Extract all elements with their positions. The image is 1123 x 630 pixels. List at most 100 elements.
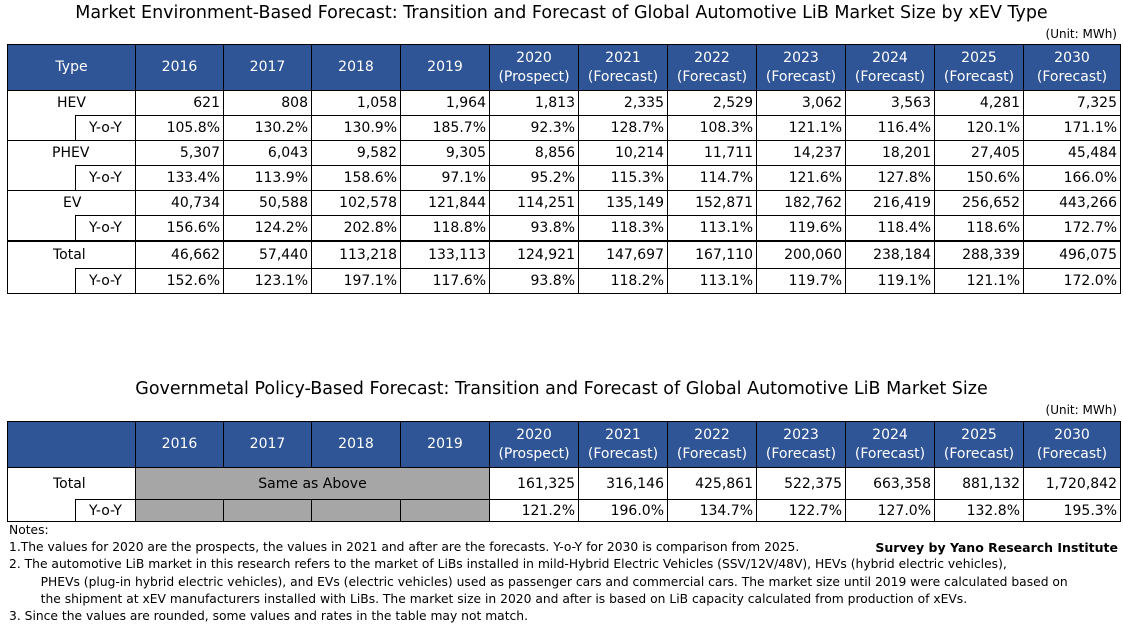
value-cell: 11,711 <box>667 140 757 166</box>
gray-cell <box>223 499 312 522</box>
year-label: 2016 <box>161 59 198 75</box>
year-header: 2016 <box>135 44 224 91</box>
yoy-cell: 195.3% <box>1023 499 1121 522</box>
year-label: 2017 <box>249 59 286 75</box>
yoy-label: Y-o-Y <box>75 215 136 241</box>
yoy-cell: 105.8% <box>135 115 224 141</box>
yoy-cell: 124.2% <box>223 215 312 241</box>
value-cell: 152,871 <box>667 190 757 216</box>
year-header: 2023 (Forecast) <box>756 421 846 468</box>
value-cell: 14,237 <box>756 140 846 166</box>
year-header: 2024 (Forecast) <box>845 421 935 468</box>
table-row: Y-o-Y 121.2% 196.0% 134.7% 122.7% 127.0% 132.8… <box>7 499 1121 522</box>
yoy-cell: 166.0% <box>1023 165 1121 191</box>
value-cell: 5,307 <box>135 140 224 166</box>
yoy-cell: 117.6% <box>400 268 490 294</box>
value-cell: 133,113 <box>400 239 490 269</box>
yoy-cell: 119.6% <box>756 215 846 241</box>
year-label: 2022 <box>694 426 730 443</box>
value-cell: 256,652 <box>934 190 1024 216</box>
row-label-spacer <box>7 165 76 191</box>
year-note: (Prospect) <box>498 445 570 462</box>
yoy-cell: 121.2% <box>489 499 579 522</box>
yoy-cell: 93.8% <box>489 268 579 294</box>
yoy-cell: 121.1% <box>934 268 1024 294</box>
year-label: 2023 <box>783 49 819 66</box>
value-cell: 238,184 <box>845 239 935 269</box>
value-cell: 3,062 <box>756 90 846 116</box>
table2-title: Governmetal Policy-Based Forecast: Trans… <box>135 379 988 399</box>
year-note: (Forecast) <box>1036 68 1108 85</box>
yoy-cell: 185.7% <box>400 115 490 141</box>
yoy-cell: 113.9% <box>223 165 312 191</box>
value-cell: 113,218 <box>311 239 401 269</box>
yoy-cell: 202.8% <box>311 215 401 241</box>
year-label: 2021 <box>605 426 641 443</box>
value-cell: 316,146 <box>578 467 668 500</box>
yoy-cell: 133.4% <box>135 165 224 191</box>
year-label: 2016 <box>161 436 198 452</box>
yoy-label: Y-o-Y <box>75 268 136 294</box>
value-cell: 27,405 <box>934 140 1024 166</box>
note-line: 2. The automotive LiB market in this res… <box>9 557 1007 572</box>
row-label: Total <box>7 239 136 269</box>
yoy-label: Y-o-Y <box>75 115 136 141</box>
governmental-policy-table: 2016 2017 2018 2019 2020 (Prospect) 2021 (Forec… <box>7 421 1121 522</box>
table-row: Y-o-Y 156.6% 124.2% 202.8% 118.8% 93.8% 118.3%… <box>7 215 1121 241</box>
year-header: 2021 (Forecast) <box>578 421 668 468</box>
value-cell: 124,921 <box>489 239 579 269</box>
year-label: 2022 <box>694 49 730 66</box>
yoy-cell: 121.6% <box>756 165 846 191</box>
year-header: 2019 <box>400 44 490 91</box>
value-cell: 40,734 <box>135 190 224 216</box>
yoy-cell: 196.0% <box>578 499 668 522</box>
note-line: PHEVs (plug-in hybrid electric vehicles)… <box>25 574 1068 589</box>
value-cell: 1,058 <box>311 90 401 116</box>
value-cell: 1,720,842 <box>1023 467 1121 500</box>
year-label: 2018 <box>338 59 374 75</box>
market-environment-table: Type 2016 2017 2018 2019 2020 (Prospect) 2021 (F… <box>7 44 1121 294</box>
row-label: Total <box>7 467 136 500</box>
value-cell: 3,563 <box>845 90 935 116</box>
table-row: Total 46,662 57,440 113,218 133,113 124,921 14… <box>7 239 1121 269</box>
year-header: 2020 (Prospect) <box>489 44 579 91</box>
year-header: 2016 <box>135 421 224 468</box>
yoy-label: Y-o-Y <box>75 165 136 191</box>
value-cell: 10,214 <box>578 140 668 166</box>
table-row: HEV 621 808 1,058 1,964 1,813 2,335 2,529 3,062 3… <box>7 90 1121 116</box>
row-label-spacer <box>7 499 76 522</box>
yoy-cell: 172.0% <box>1023 268 1121 294</box>
yoy-cell: 119.7% <box>756 268 846 294</box>
value-cell: 425,861 <box>667 467 757 500</box>
yoy-cell: 120.1% <box>934 115 1024 141</box>
value-cell: 443,266 <box>1023 190 1121 216</box>
year-note: (Forecast) <box>1036 445 1108 462</box>
yoy-cell: 121.1% <box>756 115 846 141</box>
yoy-cell: 128.7% <box>578 115 668 141</box>
note-line: the shipment at xEV manufacturers instal… <box>25 591 968 606</box>
year-note: (Forecast) <box>854 68 926 85</box>
year-header: 2019 <box>400 421 490 468</box>
year-note: (Forecast) <box>943 445 1015 462</box>
gray-cell <box>400 499 490 522</box>
year-header: 2022 (Forecast) <box>667 44 757 91</box>
value-cell: 621 <box>135 90 224 116</box>
value-cell: 147,697 <box>578 239 668 269</box>
year-header: 2018 <box>311 421 401 468</box>
year-note: (Prospect) <box>498 68 570 85</box>
value-cell: 182,762 <box>756 190 846 216</box>
yoy-cell: 156.6% <box>135 215 224 241</box>
yoy-cell: 93.8% <box>489 215 579 241</box>
year-label: 2024 <box>872 49 908 66</box>
yoy-cell: 115.3% <box>578 165 668 191</box>
row-label-spacer <box>7 215 76 241</box>
yoy-cell: 92.3% <box>489 115 579 141</box>
year-header: 2021 (Forecast) <box>578 44 668 91</box>
value-cell: 46,662 <box>135 239 224 269</box>
yoy-cell: 118.3% <box>578 215 668 241</box>
table-row: EV 40,734 50,588 102,578 121,844 114,251 135,1… <box>7 190 1121 216</box>
year-note: (Forecast) <box>587 68 659 85</box>
value-cell: 8,856 <box>489 140 579 166</box>
table-row: Y-o-Y 152.6% 123.1% 197.1% 117.6% 93.8% 118.2%… <box>7 268 1121 294</box>
yoy-cell: 116.4% <box>845 115 935 141</box>
